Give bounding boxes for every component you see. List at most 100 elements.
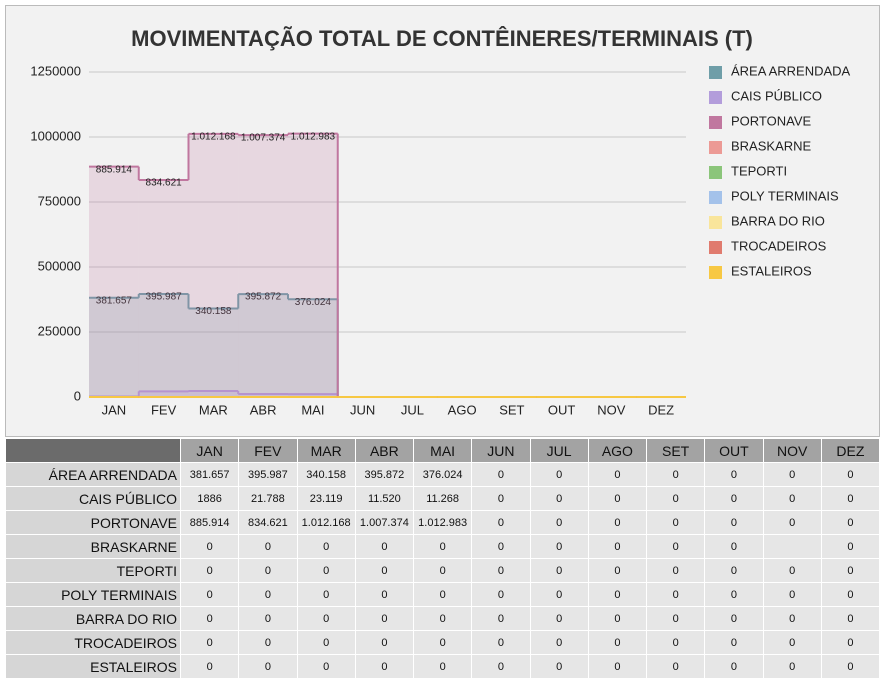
row-header: BRASKARNE — [6, 535, 181, 559]
table-cell: 395.872 — [355, 463, 413, 487]
legend-label: PORTONAVE — [731, 113, 812, 128]
legend-label: ESTALEIROS — [731, 263, 812, 278]
column-header: SET — [647, 439, 705, 463]
table-cell: 0 — [530, 607, 588, 631]
table-cell: 0 — [705, 487, 763, 511]
table-cell — [763, 535, 821, 559]
legend-swatch — [709, 141, 722, 154]
table-cell: 11.268 — [414, 487, 472, 511]
table-cell: 0 — [821, 487, 879, 511]
data-label: 885.914 — [96, 164, 133, 175]
y-tick-label: 750000 — [38, 193, 81, 208]
table-cell: 0 — [181, 559, 239, 583]
table-cell: 0 — [181, 607, 239, 631]
table-cell: 0 — [588, 487, 646, 511]
table-cell: 0 — [588, 535, 646, 559]
table-cell: 0 — [297, 655, 355, 679]
row-header: PORTONAVE — [6, 511, 181, 535]
table-cell: 0 — [239, 535, 297, 559]
y-tick-label: 1250000 — [30, 63, 81, 78]
legend-swatch — [709, 91, 722, 104]
legend-swatch — [709, 266, 722, 279]
table-cell: 21.788 — [239, 487, 297, 511]
table-cell: 0 — [763, 511, 821, 535]
table-cell: 0 — [821, 631, 879, 655]
table-cell: 0 — [588, 511, 646, 535]
table-cell: 0 — [472, 631, 530, 655]
table-cell: 23.119 — [297, 487, 355, 511]
table-cell: 0 — [705, 607, 763, 631]
table-cell: 0 — [705, 583, 763, 607]
table-cell: 0 — [821, 583, 879, 607]
x-tick-label: ABR — [250, 402, 277, 417]
area-segment — [238, 135, 288, 397]
area-segment — [139, 180, 189, 397]
legend-swatch — [709, 166, 722, 179]
column-header: AGO — [588, 439, 646, 463]
table-cell: 0 — [414, 655, 472, 679]
x-tick-label: OUT — [548, 402, 576, 417]
table-cell: 1.012.168 — [297, 511, 355, 535]
table-cell: 0 — [705, 535, 763, 559]
y-tick-label: 1000000 — [30, 128, 81, 143]
table-cell: 1886 — [181, 487, 239, 511]
table-cell: 0 — [588, 631, 646, 655]
table-cell: 0 — [821, 535, 879, 559]
data-label: 834.621 — [146, 178, 183, 189]
table-cell: 0 — [239, 559, 297, 583]
table-cell: 0 — [472, 535, 530, 559]
table-cell: 0 — [647, 487, 705, 511]
table-cell: 0 — [530, 535, 588, 559]
column-header: FEV — [239, 439, 297, 463]
y-tick-label: 500000 — [38, 258, 81, 273]
table-cell: 0 — [530, 559, 588, 583]
table-cell: 0 — [763, 487, 821, 511]
table-cell: 0 — [821, 607, 879, 631]
table-cell: 0 — [530, 583, 588, 607]
row-header: ÁREA ARRENDADA — [6, 463, 181, 487]
x-tick-label: MAR — [199, 402, 228, 417]
legend-label: TROCADEIROS — [731, 238, 827, 253]
x-tick-label: NOV — [597, 402, 626, 417]
table-cell: 0 — [647, 559, 705, 583]
legend-label: TEPORTI — [731, 163, 787, 178]
table-cell: 0 — [763, 463, 821, 487]
table-cell: 0 — [239, 631, 297, 655]
table-cell: 376.024 — [414, 463, 472, 487]
legend-swatch — [709, 241, 722, 254]
legend-label: BRASKARNE — [731, 138, 812, 153]
table-cell: 0 — [705, 511, 763, 535]
data-label: 1.012.168 — [191, 131, 236, 142]
table-cell: 0 — [530, 511, 588, 535]
table-cell: 0 — [181, 535, 239, 559]
table-cell: 0 — [530, 655, 588, 679]
table-cell: 0 — [355, 535, 413, 559]
table-cell: 0 — [821, 511, 879, 535]
column-header: JUN — [472, 439, 530, 463]
table-cell: 0 — [414, 535, 472, 559]
table-cell: 0 — [705, 559, 763, 583]
table-cell: 0 — [355, 631, 413, 655]
table-cell: 0 — [181, 655, 239, 679]
row-header: TROCADEIROS — [6, 631, 181, 655]
x-tick-label: MAI — [301, 402, 324, 417]
legend-swatch — [709, 66, 722, 79]
chart-title: MOVIMENTAÇÃO TOTAL DE CONTÊINERES/TERMIN… — [131, 26, 753, 51]
row-header: CAIS PÚBLICO — [6, 487, 181, 511]
legend-label: POLY TERMINAIS — [731, 188, 839, 203]
data-label: 1.012.983 — [291, 131, 336, 142]
table-cell: 0 — [472, 607, 530, 631]
row-header: ESTALEIROS — [6, 655, 181, 679]
table-cell: 1.007.374 — [355, 511, 413, 535]
table-cell: 0 — [821, 463, 879, 487]
table-cell: 0 — [181, 631, 239, 655]
table-cell: 0 — [705, 655, 763, 679]
